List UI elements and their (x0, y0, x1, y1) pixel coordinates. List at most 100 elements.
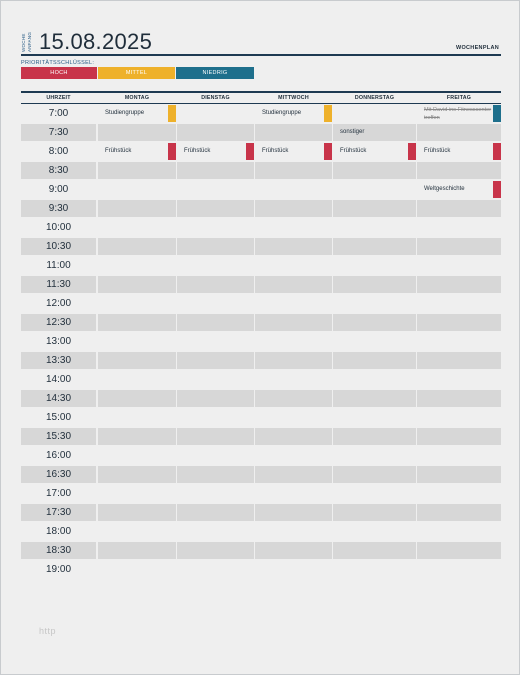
schedule-cell[interactable] (333, 561, 416, 578)
schedule-cell[interactable] (98, 314, 176, 331)
schedule-cell[interactable] (333, 181, 416, 198)
schedule-cell[interactable] (177, 466, 254, 483)
schedule-cell[interactable] (98, 561, 176, 578)
schedule-cell[interactable] (255, 295, 332, 312)
schedule-cell[interactable] (98, 447, 176, 464)
schedule-cell[interactable] (255, 181, 332, 198)
week-start-date[interactable]: 15.08.2025 (39, 29, 153, 54)
schedule-cell[interactable] (255, 371, 332, 388)
schedule-cell[interactable] (255, 523, 332, 540)
schedule-cell[interactable] (255, 238, 332, 255)
schedule-cell[interactable] (98, 428, 176, 445)
schedule-cell[interactable] (255, 352, 332, 369)
schedule-cell[interactable]: Studiengruppe (255, 105, 332, 122)
event-text[interactable]: Frühstück (340, 148, 367, 154)
schedule-cell[interactable]: Studiengruppe (98, 105, 176, 122)
schedule-cell[interactable] (98, 276, 176, 293)
schedule-cell[interactable]: Frühstück (177, 143, 254, 160)
schedule-cell[interactable] (177, 447, 254, 464)
schedule-cell[interactable] (177, 181, 254, 198)
schedule-cell[interactable] (417, 504, 501, 521)
schedule-cell[interactable] (177, 219, 254, 236)
schedule-cell[interactable] (255, 447, 332, 464)
schedule-cell[interactable] (98, 124, 176, 141)
schedule-cell[interactable] (333, 428, 416, 445)
schedule-cell[interactable] (177, 485, 254, 502)
schedule-cell[interactable] (417, 295, 501, 312)
event-text[interactable]: Studiengruppe (262, 110, 302, 116)
schedule-cell[interactable] (333, 295, 416, 312)
schedule-cell[interactable] (255, 200, 332, 217)
schedule-cell[interactable] (333, 333, 416, 350)
schedule-cell[interactable] (417, 314, 501, 331)
schedule-cell[interactable] (177, 162, 254, 179)
schedule-cell[interactable] (417, 371, 501, 388)
schedule-cell[interactable] (333, 105, 416, 122)
schedule-cell[interactable]: sonstiger (333, 124, 416, 141)
schedule-cell[interactable] (333, 276, 416, 293)
event-text[interactable]: Mit David ins Fitnesscenter treffen (424, 107, 492, 121)
schedule-cell[interactable] (333, 371, 416, 388)
schedule-cell[interactable] (177, 428, 254, 445)
schedule-cell[interactable] (177, 314, 254, 331)
schedule-cell[interactable] (98, 238, 176, 255)
schedule-cell[interactable] (98, 162, 176, 179)
schedule-cell[interactable] (333, 352, 416, 369)
schedule-cell[interactable] (98, 523, 176, 540)
schedule-cell[interactable] (177, 124, 254, 141)
schedule-cell[interactable] (255, 561, 332, 578)
event-text[interactable]: Frühstück (424, 148, 451, 154)
event-text[interactable]: Studiengruppe (105, 110, 145, 116)
schedule-cell[interactable] (177, 523, 254, 540)
schedule-cell[interactable] (333, 542, 416, 559)
schedule-cell[interactable] (255, 124, 332, 141)
schedule-cell[interactable] (417, 162, 501, 179)
schedule-cell[interactable] (98, 333, 176, 350)
schedule-cell[interactable] (333, 447, 416, 464)
schedule-cell[interactable] (333, 409, 416, 426)
schedule-cell[interactable] (417, 200, 501, 217)
event-text[interactable]: Weltgeschichte (424, 186, 465, 192)
schedule-cell[interactable] (255, 428, 332, 445)
schedule-cell[interactable] (255, 542, 332, 559)
schedule-cell[interactable] (98, 352, 176, 369)
schedule-cell[interactable] (417, 523, 501, 540)
schedule-cell[interactable] (417, 542, 501, 559)
schedule-cell[interactable] (417, 485, 501, 502)
schedule-cell[interactable] (255, 162, 332, 179)
schedule-cell[interactable] (98, 466, 176, 483)
schedule-cell[interactable] (255, 314, 332, 331)
schedule-cell[interactable]: Mit David ins Fitnesscenter treffen (417, 105, 501, 122)
schedule-cell[interactable] (255, 276, 332, 293)
schedule-cell[interactable] (177, 257, 254, 274)
schedule-cell[interactable] (333, 523, 416, 540)
schedule-cell[interactable] (417, 466, 501, 483)
schedule-cell[interactable] (177, 352, 254, 369)
schedule-cell[interactable] (417, 428, 501, 445)
schedule-cell[interactable]: Frühstück (98, 143, 176, 160)
schedule-cell[interactable] (417, 257, 501, 274)
schedule-cell[interactable] (177, 371, 254, 388)
schedule-cell[interactable] (98, 200, 176, 217)
schedule-cell[interactable] (417, 333, 501, 350)
schedule-cell[interactable] (333, 485, 416, 502)
schedule-cell[interactable] (255, 466, 332, 483)
schedule-cell[interactable] (255, 485, 332, 502)
schedule-cell[interactable] (177, 238, 254, 255)
schedule-cell[interactable] (333, 466, 416, 483)
schedule-cell[interactable] (177, 333, 254, 350)
schedule-cell[interactable] (417, 238, 501, 255)
schedule-cell[interactable] (255, 409, 332, 426)
schedule-cell[interactable] (417, 352, 501, 369)
schedule-cell[interactable]: Frühstück (255, 143, 332, 160)
event-text[interactable]: Frühstück (105, 148, 132, 154)
schedule-cell[interactable] (177, 200, 254, 217)
schedule-cell[interactable] (98, 257, 176, 274)
schedule-cell[interactable] (417, 390, 501, 407)
schedule-cell[interactable] (98, 390, 176, 407)
schedule-cell[interactable] (98, 295, 176, 312)
schedule-cell[interactable] (98, 542, 176, 559)
event-text[interactable]: Frühstück (262, 148, 289, 154)
schedule-cell[interactable] (177, 409, 254, 426)
schedule-cell[interactable] (98, 219, 176, 236)
